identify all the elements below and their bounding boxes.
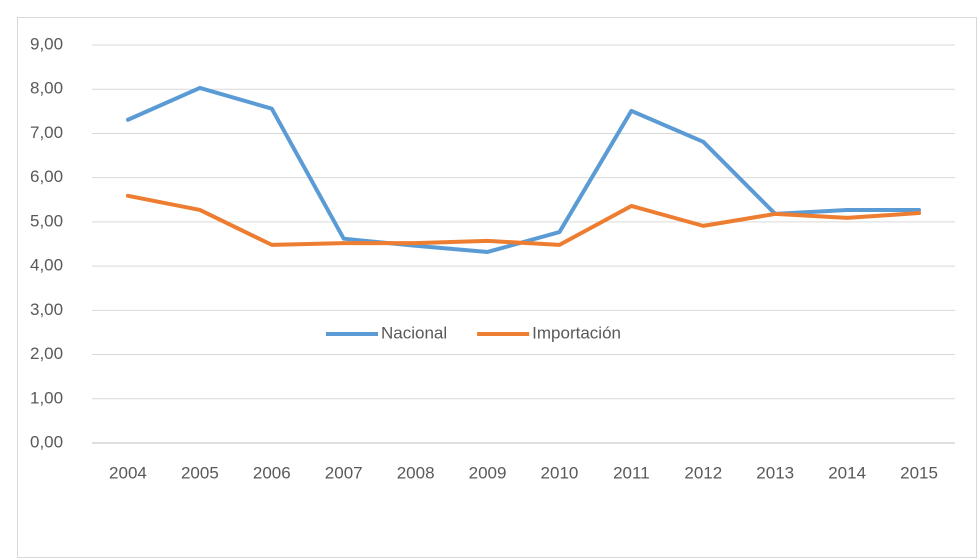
x-tick-label: 2009	[469, 463, 507, 482]
y-tick-label: 8,00	[30, 79, 63, 98]
y-tick-label: 0,00	[30, 432, 63, 451]
x-tick-label: 2010	[541, 463, 579, 482]
y-tick-label: 2,00	[30, 344, 63, 363]
x-tick-label: 2015	[900, 463, 938, 482]
x-tick-label: 2014	[828, 463, 866, 482]
y-tick-label: 4,00	[30, 256, 63, 275]
x-tick-label: 2004	[109, 463, 147, 482]
y-tick-label: 6,00	[30, 167, 63, 186]
chart-border	[17, 17, 977, 558]
legend-label: Nacional	[381, 323, 447, 342]
y-tick-label: 5,00	[30, 211, 63, 230]
y-tick-label: 3,00	[30, 300, 63, 319]
x-tick-label: 2011	[613, 463, 650, 482]
legend-label: Importación	[532, 323, 621, 342]
x-tick-label: 2007	[325, 463, 363, 482]
line-series	[125, 193, 922, 247]
x-tick-label: 2008	[397, 463, 435, 482]
y-tick-label: 7,00	[30, 123, 63, 142]
y-tick-label: 9,00	[30, 34, 63, 53]
x-tick-label: 2005	[181, 463, 219, 482]
y-tick-label: 1,00	[30, 388, 63, 407]
x-tick-label: 2013	[756, 463, 794, 482]
x-tick-label: 2012	[684, 463, 722, 482]
x-tick-label: 2006	[253, 463, 291, 482]
